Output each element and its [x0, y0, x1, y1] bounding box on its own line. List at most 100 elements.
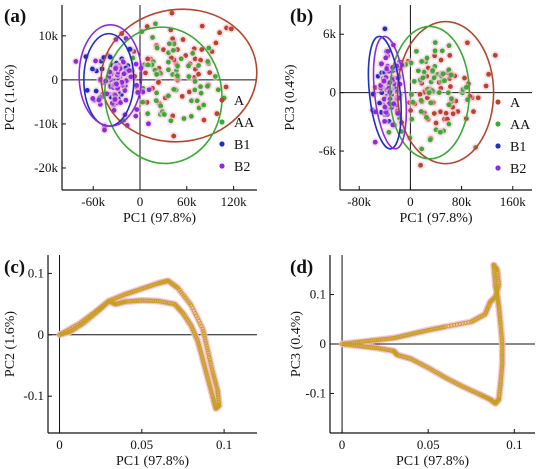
loading-point — [406, 332, 412, 337]
data-point-b2 — [96, 97, 102, 103]
data-point-b2 — [391, 101, 397, 107]
y-tick-label: -20k — [34, 160, 58, 175]
data-point-a — [180, 37, 186, 42]
legend-marker-b2 — [219, 163, 225, 169]
data-point-aa — [431, 75, 437, 81]
loading-point — [366, 344, 372, 350]
loading-point — [380, 346, 385, 352]
x-tick-label: -80k — [347, 194, 371, 209]
x-tick-label: 0 — [407, 194, 414, 209]
loading-point — [499, 363, 505, 369]
loading-point — [198, 351, 204, 356]
loading-point — [498, 328, 504, 333]
loading-point — [499, 370, 504, 375]
data-point-aa — [170, 47, 176, 53]
data-point-aa — [418, 109, 424, 114]
loading-point — [497, 314, 502, 319]
data-point-b2 — [384, 66, 390, 72]
y-tick-label: 0.1 — [310, 287, 326, 302]
loading-point — [206, 377, 211, 382]
loading-point — [207, 383, 212, 389]
data-point-a — [179, 93, 185, 99]
loading-point — [500, 346, 505, 351]
data-point-b2 — [122, 88, 128, 93]
data-point-a — [213, 40, 219, 46]
y-axis-title: PC2 (1.6%) — [3, 311, 18, 377]
x-axis-title: PC1 (97.8%) — [116, 454, 189, 469]
loading-point — [418, 329, 423, 335]
loading-point — [376, 346, 381, 351]
y-tick-label: 0 — [38, 327, 45, 342]
data-point-b2 — [90, 96, 96, 101]
data-point-b2 — [134, 82, 139, 88]
loading-point — [210, 371, 216, 376]
loading-point — [202, 365, 208, 370]
loading-point — [203, 369, 209, 374]
legend-marker-b2 — [495, 165, 501, 171]
panel-label: (d) — [290, 257, 313, 278]
loading-point — [200, 357, 205, 362]
data-point-a — [483, 83, 489, 89]
data-point-aa — [427, 137, 433, 143]
data-point-aa — [153, 21, 158, 27]
data-point-aa — [188, 113, 194, 119]
loading-point — [210, 394, 215, 399]
data-point-aa — [198, 84, 203, 90]
data-point-aa — [154, 72, 160, 77]
loading-point — [345, 341, 350, 346]
data-point-aa — [206, 45, 212, 51]
confidence-ellipse-b2 — [78, 24, 143, 127]
data-point-aa — [418, 97, 424, 103]
loading-point — [201, 359, 206, 364]
loading-point — [368, 345, 373, 350]
loading-point — [201, 331, 206, 336]
data-point-aa — [408, 60, 414, 66]
y-tick-label: -0.1 — [23, 388, 44, 403]
data-point-b2 — [128, 74, 134, 80]
data-point-a — [418, 162, 423, 168]
data-point-b2 — [114, 81, 119, 87]
loading-point — [497, 308, 502, 313]
x-tick-label: 0 — [339, 437, 346, 452]
loading-point — [372, 338, 377, 343]
loading-point — [499, 372, 504, 377]
loading-point — [353, 340, 358, 345]
data-point-a — [199, 23, 205, 29]
data-point-aa — [386, 129, 392, 135]
loading-point — [349, 340, 354, 346]
loading-point — [439, 325, 444, 330]
data-point-aa — [194, 98, 200, 104]
data-point-aa — [414, 48, 419, 54]
data-point-a — [228, 26, 234, 32]
data-point-b2 — [123, 97, 129, 103]
data-point-a — [450, 111, 456, 117]
loading-point — [197, 346, 203, 352]
loading-point — [497, 316, 503, 321]
data-point-aa — [410, 99, 416, 105]
data-point-aa — [171, 86, 177, 92]
loading-point — [498, 379, 503, 384]
confidence-ellipse-aa — [389, 25, 471, 160]
loading-point — [58, 332, 63, 337]
data-point-aa — [205, 59, 211, 64]
loading-point — [209, 364, 214, 369]
loading-point — [500, 359, 505, 364]
loading-point — [205, 375, 210, 380]
data-point-a — [431, 111, 437, 116]
loading-point — [201, 328, 206, 334]
loading-point — [209, 389, 214, 395]
data-point-a — [145, 56, 151, 62]
loading-point — [201, 361, 206, 366]
data-point-aa — [415, 68, 421, 74]
data-point-aa — [166, 67, 171, 73]
data-point-aa — [174, 73, 180, 79]
loading-point — [206, 352, 211, 358]
data-point-aa — [154, 45, 160, 51]
data-point-aa — [424, 114, 429, 120]
loading-point — [364, 344, 370, 350]
data-point-a — [161, 47, 166, 53]
legend-marker-b1 — [219, 141, 225, 147]
data-point-b1 — [382, 26, 388, 32]
loading-point — [498, 326, 504, 331]
